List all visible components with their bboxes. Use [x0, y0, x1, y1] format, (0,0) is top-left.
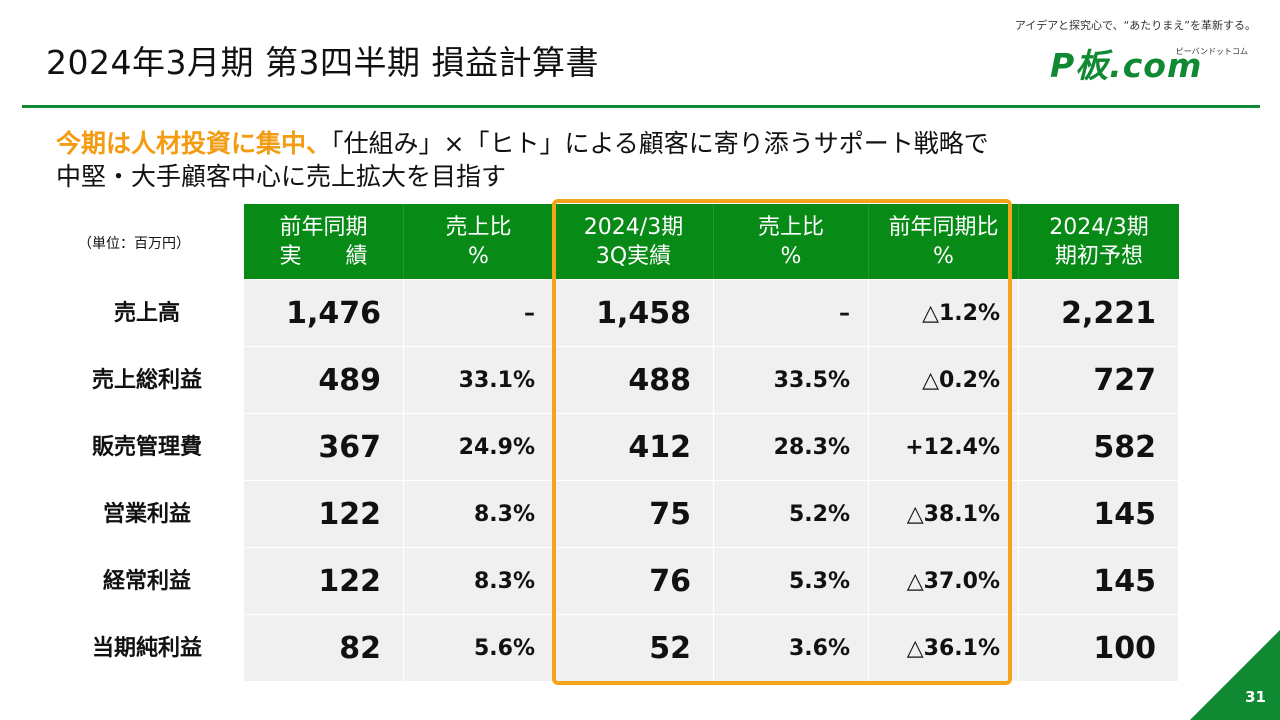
table-cell: 28.3%: [714, 414, 869, 481]
table-cell: △1.2%: [869, 279, 1019, 347]
page-number: 31: [1245, 688, 1266, 706]
table-cell: △0.2%: [869, 347, 1019, 414]
unit-note: （単位：百万円）: [78, 236, 190, 252]
table-cell: +12.4%: [869, 414, 1019, 481]
table-cell: 489: [244, 347, 404, 414]
company-logo: P板.com ピーバンドットコム: [1050, 46, 1250, 88]
table-cell: △38.1%: [869, 481, 1019, 548]
column-header: 前年同期実 績: [244, 204, 404, 279]
table-cell: 100: [1019, 615, 1179, 682]
table-cell: 75: [554, 481, 714, 548]
table-cell: 488: [554, 347, 714, 414]
table-cell: 1,476: [244, 279, 404, 347]
column-header: 前年同期比%: [869, 204, 1019, 279]
table-cell: 24.9%: [404, 414, 554, 481]
table-row: 122 8.3% 76 5.3% △37.0% 145: [244, 548, 1179, 615]
table-row: 489 33.1% 488 33.5% △0.2% 727: [244, 347, 1179, 414]
table-cell: 1,458: [554, 279, 714, 347]
table-cell: 582: [1019, 414, 1179, 481]
column-header: 2024/3期 期初予想: [1019, 204, 1179, 279]
table-cell: 82: [244, 615, 404, 682]
table-cell: 2,221: [1019, 279, 1179, 347]
table-cell: 367: [244, 414, 404, 481]
table-row: 82 5.6% 52 3.6% △36.1% 100: [244, 615, 1179, 682]
table-header-row: 前年同期実 績 売上比% 2024/3期 3Q実績 売上比% 前年同期比% 202…: [244, 204, 1179, 279]
table-cell: 76: [554, 548, 714, 615]
table-cell: –: [404, 279, 554, 347]
row-label: 売上総利益: [91, 368, 202, 393]
table-cell: 145: [1019, 481, 1179, 548]
column-header: 売上比%: [404, 204, 554, 279]
table-cell: 33.5%: [714, 347, 869, 414]
lead-emphasis: 今期は人材投資に集中、: [56, 129, 332, 158]
table-cell: –: [714, 279, 869, 347]
row-label: 営業利益: [102, 502, 191, 527]
table-cell: 3.6%: [714, 615, 869, 682]
table-row: 1,476 – 1,458 – △1.2% 2,221: [244, 279, 1179, 347]
column-header: 2024/3期 3Q実績: [554, 204, 714, 279]
row-label: 当期純利益: [91, 636, 202, 661]
income-statement-table: 前年同期実 績 売上比% 2024/3期 3Q実績 売上比% 前年同期比% 202…: [244, 204, 1179, 682]
table-cell: 5.6%: [404, 615, 554, 682]
table-cell: 8.3%: [404, 481, 554, 548]
table-cell: 8.3%: [404, 548, 554, 615]
corner-decoration: [1190, 630, 1280, 720]
tagline: アイデアと探究心で、“あたりまえ”を革新する。: [1014, 19, 1256, 32]
row-labels: 売上高 売上総利益 販売管理費 営業利益 経常利益 当期純利益: [62, 280, 232, 682]
table-cell: △36.1%: [869, 615, 1019, 682]
table-cell: 145: [1019, 548, 1179, 615]
table-cell: 727: [1019, 347, 1179, 414]
lead-text-1: 「仕組み」×「ヒト」による顧客に寄り添うサポート戦略で: [331, 129, 989, 158]
page-title: 2024年3月期 第3四半期 損益計算書: [46, 43, 599, 82]
table-cell: 5.2%: [714, 481, 869, 548]
lead-statement: 今期は人材投資に集中、「仕組み」×「ヒト」による顧客に寄り添うサポート戦略で 中…: [56, 127, 1236, 193]
row-label: 経常利益: [102, 569, 191, 594]
header-divider: [22, 105, 1260, 108]
logo-kana-text: ピーバンドットコム: [1175, 47, 1248, 56]
logo-main-text: P板.com: [1050, 46, 1203, 85]
row-label: 販売管理費: [91, 435, 202, 460]
table-cell: 122: [244, 548, 404, 615]
table-row: 122 8.3% 75 5.2% △38.1% 145: [244, 481, 1179, 548]
table-cell: 412: [554, 414, 714, 481]
table-cell: 122: [244, 481, 404, 548]
table-cell: △37.0%: [869, 548, 1019, 615]
lead-text-2: 中堅・大手顧客中心に売上拡大を目指す: [56, 162, 507, 191]
table-row: 367 24.9% 412 28.3% +12.4% 582: [244, 414, 1179, 481]
table-cell: 5.3%: [714, 548, 869, 615]
column-header: 売上比%: [714, 204, 869, 279]
table-cell: 52: [554, 615, 714, 682]
table-cell: 33.1%: [404, 347, 554, 414]
row-label: 売上高: [113, 301, 180, 326]
